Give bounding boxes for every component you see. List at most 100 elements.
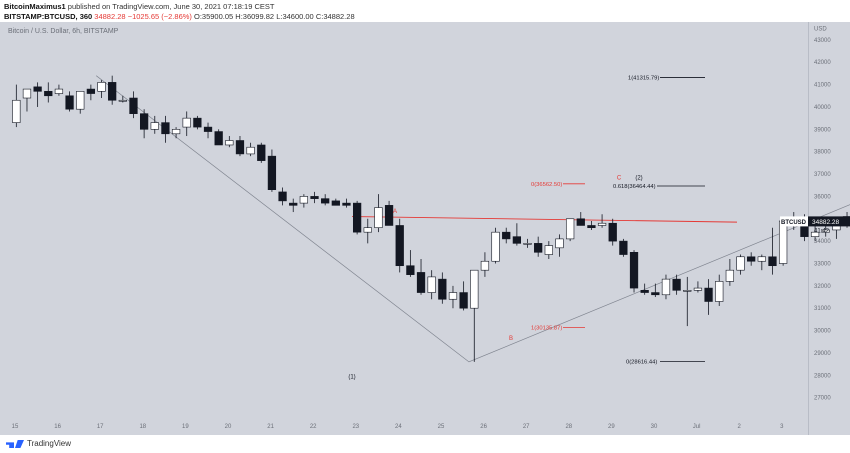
author-name[interactable]: BitcoinMaximus1 (4, 2, 66, 11)
candle-body (299, 196, 309, 204)
candle-body (118, 99, 127, 102)
candle-body (534, 243, 543, 253)
candle-body (693, 287, 703, 291)
time-tick-label: 15 (12, 424, 19, 430)
candle-body (289, 202, 298, 206)
candle-body (267, 155, 277, 190)
candle-body (22, 88, 32, 99)
candle-body (661, 278, 671, 296)
candle-body (352, 202, 362, 233)
candle-body (384, 205, 394, 226)
last-symbol-tag (780, 216, 809, 227)
price-tick-label: 28000 (814, 373, 831, 379)
time-tick-label: 19 (182, 424, 189, 430)
price-tick-label: 36000 (814, 194, 831, 200)
high-value: H:36099.82 (235, 12, 275, 21)
chart-plot-area[interactable] (0, 22, 808, 435)
candle-body (33, 86, 42, 92)
candle-body (257, 144, 266, 161)
candle-body (395, 225, 404, 267)
wave-b-label: B (509, 336, 513, 342)
price-tick-label: 40000 (814, 105, 831, 111)
footer: TradingView (0, 435, 850, 453)
candle-body (778, 220, 788, 264)
fib-level-label: 1(30135.87) (531, 326, 562, 332)
wave-path-line (95, 75, 850, 363)
time-tick-label: 3 (780, 424, 784, 430)
candle-body (427, 276, 436, 293)
candle-body (704, 287, 713, 302)
time-tick-label: 21 (267, 424, 274, 430)
countdown-label: 41:42 (814, 228, 830, 234)
price-tick-label: 32000 (814, 284, 831, 290)
candle-body (203, 126, 213, 132)
candle-body (800, 225, 809, 237)
candle-body (374, 207, 383, 229)
ohlc-line: BITSTAMP:BTCUSD, 360 34882.28 −1025.65 (… (4, 12, 355, 21)
fib-level-label: 1(41315.79) (628, 76, 659, 82)
close-value: C:34882.28 (315, 12, 355, 21)
fib-level-label: 0.618(36464.44) (613, 184, 656, 190)
candle-body (512, 236, 522, 244)
fib-level-label: 0(28616.44) (626, 359, 657, 365)
candle-body (821, 229, 830, 233)
wave-2-label: (2) (635, 175, 642, 181)
wave-1-label: (1) (348, 374, 355, 380)
candle-body (225, 140, 234, 146)
brand-name: TradingView (27, 439, 72, 448)
tradingview-logo[interactable]: TradingView (6, 439, 71, 448)
time-tick-label: 23 (352, 424, 359, 430)
candle-body (587, 225, 596, 229)
chart-header: BitcoinMaximus1 published on TradingView… (0, 0, 850, 22)
tradingview-logo-icon (6, 439, 24, 448)
price-tick-label: 42000 (814, 60, 831, 66)
time-tick-label: 16 (54, 424, 61, 430)
candle-body (597, 222, 607, 226)
candle-body (416, 272, 426, 293)
candlestick-chart[interactable]: 2700028000290003000031000320003300034000… (0, 0, 850, 435)
candle-body (182, 117, 191, 128)
candle-body (246, 146, 255, 155)
candle-body (12, 99, 21, 123)
time-tick-label: 30 (651, 424, 658, 430)
time-tick-label: 26 (480, 424, 487, 430)
candle-body (235, 140, 245, 155)
candle-body (491, 231, 500, 262)
time-tick-label: 27 (523, 424, 530, 430)
candle-body (555, 238, 564, 249)
candle-body (76, 91, 85, 110)
candle-body (150, 122, 159, 130)
last-symbol-label: BTCUSD (781, 220, 807, 226)
candle-body (139, 113, 149, 130)
publish-line: BitcoinMaximus1 published on TradingView… (4, 2, 274, 11)
symbol-label: BITSTAMP:BTCUSD, 360 (4, 12, 93, 21)
last-price-label: 34882.28 (812, 219, 839, 226)
time-tick-label: 2 (738, 424, 742, 430)
price-tick-label: 30000 (814, 329, 831, 335)
candle-body (747, 256, 756, 262)
time-tick-label: 29 (608, 424, 615, 430)
wave-a-label: A (393, 209, 397, 215)
price-tick-label: 43000 (814, 38, 831, 44)
publish-info: published on TradingView.com, June 30, 2… (67, 2, 275, 11)
time-tick-label: 17 (97, 424, 104, 430)
candle-body (523, 243, 532, 245)
candle-body (470, 269, 479, 309)
price-tick-label: 33000 (814, 261, 831, 267)
candle-body (565, 218, 575, 240)
price-tick-label: 39000 (814, 127, 831, 133)
candle-body (65, 95, 74, 110)
candle-body (331, 200, 340, 206)
time-tick-label: 20 (225, 424, 232, 430)
candle-body (54, 88, 64, 94)
price-tick-label: 34000 (814, 239, 831, 245)
candle-body (342, 202, 351, 206)
time-tick-label: 28 (565, 424, 572, 430)
price-tick-label: 31000 (814, 306, 831, 312)
candle-body (757, 256, 766, 262)
candle-body (171, 129, 181, 135)
candle-body (86, 88, 96, 94)
candle-body (629, 252, 639, 289)
candle-body (810, 231, 820, 237)
candle-body (278, 191, 287, 202)
